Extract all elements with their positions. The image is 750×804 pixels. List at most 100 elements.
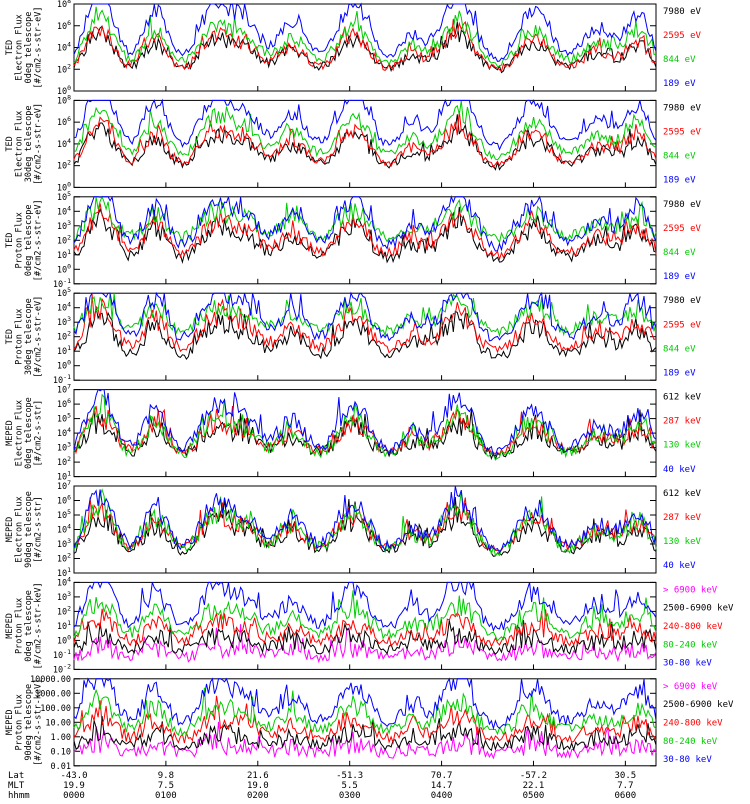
series-trace (73, 409, 657, 461)
y-tick-label: 102 (57, 62, 71, 75)
y-tick-label: 104 (57, 137, 71, 150)
legend-label: 7980 eV (663, 200, 702, 210)
y-tick-label: 101 (57, 619, 71, 632)
legend-label: 189 eV (663, 79, 696, 89)
legend-label: 2595 eV (663, 320, 702, 330)
y-tick-label: 0.01 (51, 762, 71, 772)
y-tick-label: 104 (57, 523, 71, 536)
y-tick-label: 105 (57, 508, 71, 521)
x-tick-label-time: 0100 (155, 791, 177, 800)
legend-label: 130 keV (663, 537, 702, 547)
series-trace (73, 488, 657, 557)
y-axis-label: TED (5, 136, 15, 151)
y-tick-label: 102 (57, 455, 71, 468)
y-axis-label: MEPED (5, 710, 15, 736)
legend-label: 30-80 keV (663, 755, 712, 765)
legend-label: 7980 eV (663, 103, 702, 113)
y-tick-label: 101 (57, 470, 71, 483)
series-trace (73, 294, 657, 354)
y-tick-label: 100 (57, 180, 71, 193)
legend-label: 2500-6900 keV (663, 604, 734, 614)
x-tick-label-lat: -57.2 (520, 771, 547, 781)
y-axis-label: Electron Flux (15, 14, 25, 81)
legend-label: 7980 eV (663, 296, 702, 306)
x-tick-label-time: 0000 (63, 791, 85, 800)
y-axis-label: MEPED (5, 517, 15, 543)
y-tick-label: 103 (57, 219, 71, 232)
x-tick-label-time: 0600 (615, 791, 637, 800)
y-tick-label: 104 (57, 41, 71, 54)
legend-label: > 6900 keV (663, 585, 718, 595)
y-tick-label: 100 (57, 633, 71, 646)
legend-label: 2595 eV (663, 31, 702, 41)
y-axis-label: TED (5, 233, 15, 248)
x-tick-label-lat: 70.7 (431, 771, 453, 781)
legend-label: 612 keV (663, 489, 702, 499)
x-tick-label-lat: 9.8 (158, 771, 174, 781)
y-tick-label: 106 (57, 397, 71, 410)
y-tick-label: 106 (57, 115, 71, 128)
x-tick-label-mlt: 19.0 (247, 781, 269, 791)
series-trace (73, 687, 657, 737)
legend-label: 80-240 keV (663, 737, 718, 747)
series-trace (73, 6, 657, 68)
series-trace (73, 98, 657, 151)
series-trace (73, 620, 657, 656)
legend-label: 844 eV (663, 344, 696, 354)
series-trace (73, 100, 657, 161)
legend-label: 612 keV (663, 393, 702, 403)
series-trace (73, 388, 657, 457)
series-trace (73, 695, 657, 745)
x-tick-label-time: 0200 (247, 791, 269, 800)
legend-label: > 6900 keV (663, 682, 718, 692)
series-trace (73, 581, 657, 632)
legend-label: 844 eV (663, 55, 696, 65)
y-axis-label: Proton Flux (15, 309, 25, 365)
y-axis-label: 30deg telescope (24, 106, 34, 183)
series-trace (73, 2, 657, 62)
x-tick-label-lat: 30.5 (615, 771, 637, 781)
series-trace (73, 22, 657, 74)
y-tick-label: 101 (57, 344, 71, 357)
legend-label: 240-800 keV (663, 622, 723, 632)
legend-label: 30-80 keV (663, 659, 712, 669)
y-tick-label: 104 (57, 426, 71, 439)
y-tick-label: 103 (57, 441, 71, 454)
series-trace (73, 497, 657, 553)
series-trace (73, 393, 657, 461)
y-tick-label: 107 (57, 383, 71, 396)
series-trace (73, 194, 657, 252)
legend-label: 189 eV (663, 368, 696, 378)
y-axis-label: 0deg telescope (24, 12, 34, 84)
series-trace (73, 110, 657, 169)
y-tick-label: 100 (57, 84, 71, 97)
y-tick-label: 101 (57, 248, 71, 261)
panel-1: 100 102 104 106 108 TED Electron Flux 0deg tele… (5, 0, 702, 97)
y-axis-label: MEPED (5, 420, 15, 446)
legend-label: 844 eV (663, 152, 696, 162)
y-axis-label: Proton Flux (15, 694, 25, 750)
x-tick-label-time: 0400 (431, 791, 453, 800)
y-tick-label: 102 (57, 552, 71, 565)
y-tick-label: 100.00 (40, 704, 71, 714)
y-tick-label: 104 (57, 575, 71, 588)
legend-label: 40 keV (663, 561, 696, 571)
y-tick-label: 103 (57, 590, 71, 603)
y-tick-label: 100 (57, 262, 71, 275)
y-axis-label: TED (5, 329, 15, 344)
y-tick-label: 100 (57, 359, 71, 372)
y-tick-label: 102 (57, 604, 71, 617)
x-tick-label-lat: 21.6 (247, 771, 269, 781)
y-tick-label: 106 (57, 19, 71, 32)
panel-frame (73, 485, 657, 574)
y-axis-label: 0deg telescope (24, 590, 34, 662)
legend-label: 287 keV (663, 417, 702, 427)
y-tick-label: 105 (57, 190, 71, 203)
series-trace (73, 206, 657, 265)
legend-label: 2500-6900 keV (663, 700, 734, 710)
legend-label: 844 eV (663, 248, 696, 258)
